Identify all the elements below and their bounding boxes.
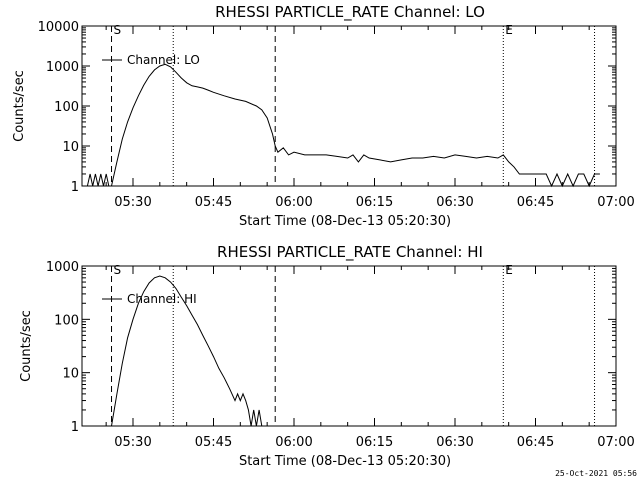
x-tick-label-hi: 05:30 — [114, 435, 151, 450]
x-tick-label-lo: 06:30 — [436, 195, 473, 210]
y-tick-label-lo: 1 — [71, 180, 79, 195]
x-tick-label-hi: 06:30 — [436, 435, 473, 450]
x-tick-label-hi: 06:00 — [275, 435, 312, 450]
legend-label-lo: Channel: LO — [127, 53, 200, 67]
x-tick-label-lo: 06:15 — [356, 195, 393, 210]
x-tick-label-lo: 05:30 — [114, 195, 151, 210]
x-tick-label-lo: 05:45 — [195, 195, 232, 210]
marker-label-lo: E — [505, 23, 513, 37]
x-axis-label-hi: Start Time (08-Dec-13 05:20:30) — [239, 454, 451, 469]
y-tick-label-lo: 100 — [54, 100, 79, 115]
y-tick-label-lo: 1000 — [46, 60, 79, 75]
y-tick-label-lo: 10000 — [38, 20, 79, 35]
y-tick-label-lo: 10 — [62, 140, 79, 155]
y-tick-label-hi: 1000 — [46, 260, 79, 275]
chart-title-hi: RHESSI PARTICLE_RATE Channel: HI — [217, 243, 483, 262]
y-tick-label-hi: 10 — [62, 367, 79, 382]
legend-label-hi: Channel: HI — [127, 292, 197, 306]
timestamp-stamp: 25-Oct-2021 05:56 — [555, 469, 637, 478]
series-line-hi — [111, 275, 263, 427]
y-axis-label-hi: Counts/sec — [19, 310, 34, 382]
chart-title-lo: RHESSI PARTICLE_RATE Channel: LO — [215, 3, 485, 22]
x-tick-label-hi: 06:45 — [517, 435, 554, 450]
marker-label-hi: E — [505, 263, 513, 277]
x-tick-label-lo: 06:00 — [275, 195, 312, 210]
x-tick-label-hi: 06:15 — [356, 435, 393, 450]
y-tick-label-hi: 100 — [54, 313, 79, 328]
x-axis-label-lo: Start Time (08-Dec-13 05:20:30) — [239, 214, 451, 229]
x-tick-label-hi: 05:45 — [195, 435, 232, 450]
plot-frame-hi — [81, 265, 617, 427]
marker-label-hi: S — [114, 263, 122, 277]
y-tick-label-hi: 1 — [71, 420, 79, 435]
y-axis-label-lo: Counts/sec — [12, 70, 27, 142]
marker-label-lo: S — [114, 23, 122, 37]
x-tick-label-hi: 07:00 — [597, 435, 634, 450]
series-line-lo — [86, 63, 600, 188]
plot-frame-lo — [81, 25, 617, 187]
x-tick-label-lo: 07:00 — [597, 195, 634, 210]
x-tick-label-lo: 06:45 — [517, 195, 554, 210]
